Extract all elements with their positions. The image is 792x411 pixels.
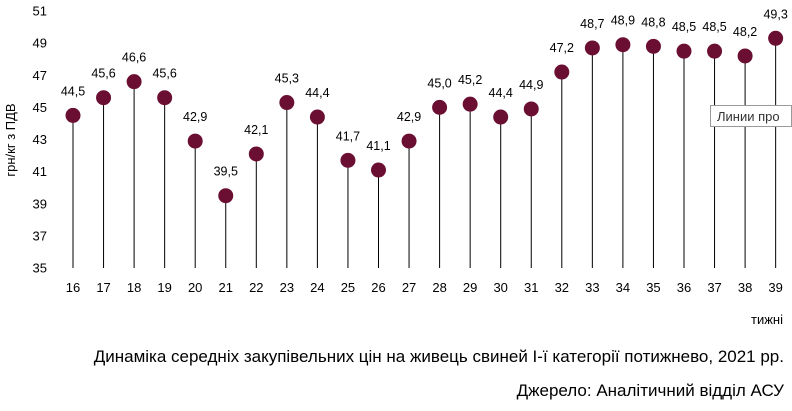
x-tick-label: 22: [249, 280, 263, 295]
data-label: 48,9: [611, 14, 635, 28]
data-point: [279, 95, 295, 111]
data-label: 45,2: [458, 73, 482, 87]
chart-caption: Динаміка середніх закупівельних цін на ж…: [93, 347, 784, 366]
x-tick-label: 23: [280, 280, 294, 295]
y-tick-label: 47: [33, 68, 47, 83]
data-point: [309, 109, 325, 125]
y-tick-label: 37: [33, 228, 47, 243]
x-axis-ticks: 16 17 18 19 20 21 22 23 24 25 26 27 28 29 30 31 32 33 34 35…: [66, 280, 783, 295]
y-tick-label: 35: [33, 261, 47, 276]
x-tick-label: 18: [127, 280, 141, 295]
data-point: [371, 162, 386, 178]
x-tick-label: 34: [616, 280, 630, 295]
data-label: 41,7: [336, 129, 360, 143]
data-label: 45,6: [152, 67, 176, 81]
data-label: 44,9: [519, 78, 543, 92]
x-tick-label: 26: [371, 280, 385, 295]
data-point: [432, 99, 448, 115]
y-tick-label: 51: [33, 4, 47, 19]
x-tick-label: 27: [402, 280, 416, 295]
data-label: 42,9: [183, 110, 207, 124]
x-tick-label: 30: [493, 280, 507, 295]
x-tick-label: 29: [463, 280, 477, 295]
data-points: [65, 30, 784, 204]
data-label: 41,1: [366, 139, 390, 153]
data-point: [96, 90, 112, 106]
data-label: 49,3: [763, 7, 787, 21]
data-point: [737, 48, 753, 64]
data-label: 45,0: [427, 76, 451, 90]
data-point: [126, 74, 142, 90]
data-point: [493, 109, 509, 125]
data-label: 44,4: [489, 86, 513, 100]
data-label: 42,1: [244, 123, 268, 137]
data-point: [462, 96, 478, 112]
data-point: [615, 37, 631, 53]
x-tick-label: 38: [738, 280, 752, 295]
stems: [72, 38, 777, 268]
x-tick-label: 33: [585, 280, 599, 295]
data-label: 48,2: [733, 25, 757, 39]
x-tick-label: 21: [219, 280, 233, 295]
data-point: [676, 43, 692, 59]
series-tooltip: Линии про: [710, 105, 792, 127]
x-tick-label: 37: [707, 280, 721, 295]
data-label: 48,8: [641, 15, 665, 29]
data-point: [157, 90, 173, 106]
data-label: 47,2: [550, 41, 574, 55]
x-tick-label: 17: [96, 280, 110, 295]
x-tick-label: 32: [555, 280, 569, 295]
chart-source: Джерело: Аналітичний відділ АСУ: [516, 381, 784, 400]
y-tick-label: 39: [33, 196, 47, 211]
data-labels: 44,5 45,6 46,6 45,6 42,9 39,5 42,1 45,3 44,4 41,7…: [61, 7, 788, 178]
x-tick-label: 39: [768, 280, 782, 295]
lollipop-chart: 35 37 39 41 43 45 47 49 51 44,5 45,6 46,6 45,6 42,9 3…: [3, 4, 788, 328]
data-label: 45,6: [91, 67, 115, 81]
y-tick-label: 43: [33, 132, 47, 147]
x-tick-label: 25: [341, 280, 355, 295]
x-axis-title: тижні: [751, 312, 783, 327]
data-label: 48,7: [580, 17, 604, 31]
data-label: 44,4: [305, 86, 329, 100]
data-point: [340, 152, 356, 168]
data-point: [554, 64, 570, 80]
data-point: [707, 43, 723, 59]
x-tick-label: 24: [310, 280, 324, 295]
data-label: 45,3: [275, 72, 299, 86]
data-point: [768, 30, 784, 46]
y-axis-ticks: 35 37 39 41 43 45 47 49 51: [33, 4, 47, 276]
data-point: [401, 133, 417, 149]
x-tick-label: 35: [646, 280, 660, 295]
data-point: [65, 107, 81, 123]
data-label: 42,9: [397, 110, 421, 124]
data-point: [584, 40, 600, 56]
x-tick-label: 19: [157, 280, 171, 295]
x-tick-label: 31: [524, 280, 538, 295]
x-tick-label: 36: [677, 280, 691, 295]
y-tick-label: 49: [33, 36, 47, 51]
data-point: [523, 101, 539, 117]
data-label: 48,5: [702, 20, 726, 34]
y-tick-label: 41: [33, 164, 47, 179]
data-point: [248, 146, 264, 162]
x-tick-label: 20: [188, 280, 202, 295]
data-label: 46,6: [122, 51, 146, 65]
data-label: 48,5: [672, 20, 696, 34]
data-point: [645, 38, 661, 54]
data-point: [187, 133, 203, 149]
data-label: 44,5: [61, 84, 85, 98]
x-tick-label: 16: [66, 280, 80, 295]
data-point: [218, 188, 234, 204]
data-label: 39,5: [214, 165, 238, 179]
x-tick-label: 28: [432, 280, 446, 295]
y-tick-label: 45: [33, 100, 47, 115]
y-axis-title: грн/кг з ПДВ: [3, 103, 18, 176]
